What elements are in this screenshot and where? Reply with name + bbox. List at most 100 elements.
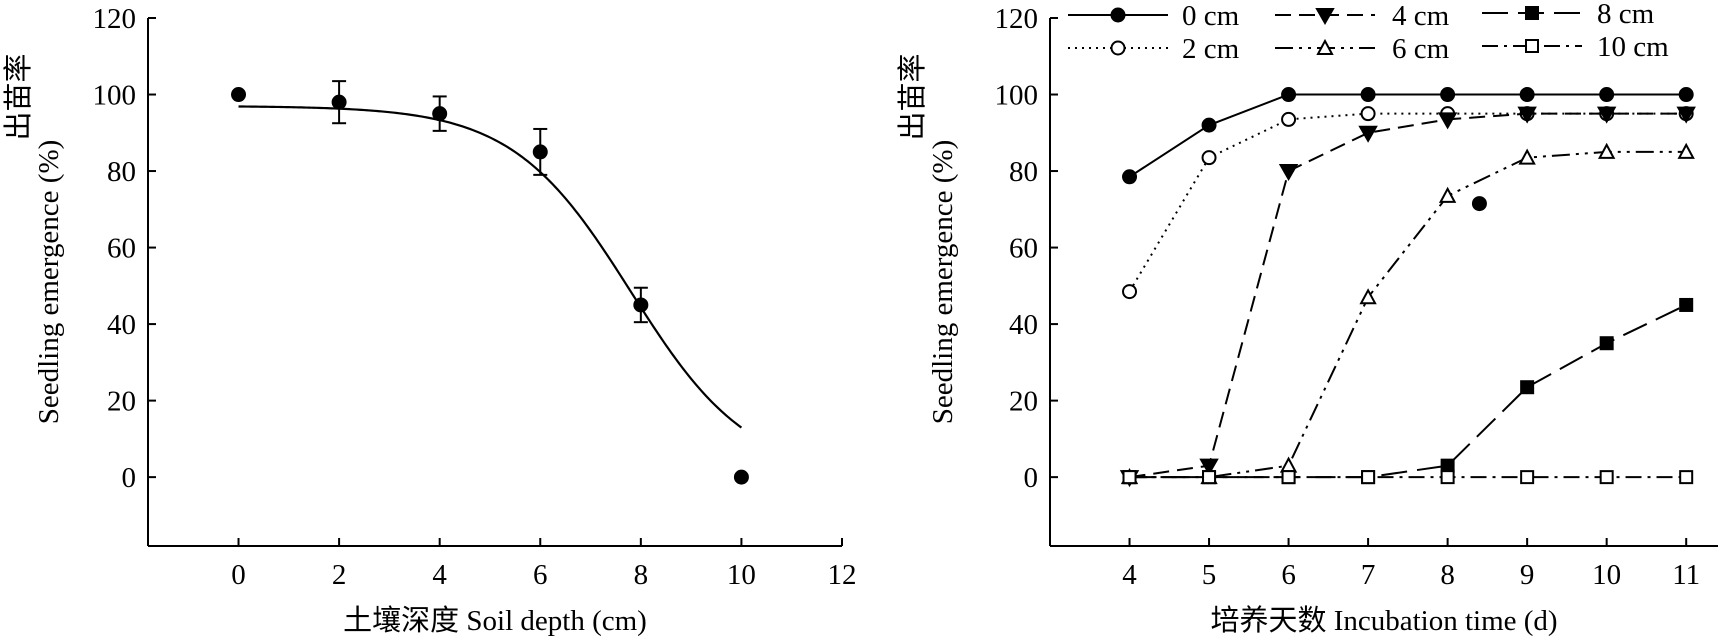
series-point	[1122, 470, 1137, 485]
legend-label: 4 cm	[1392, 0, 1450, 32]
data-point	[733, 469, 749, 485]
incubation-time-chart: 0 20 40 60 80 100 120 4 5 6 7 8 9 10 11 培养天数 Incubation…	[896, 0, 1718, 637]
y-tick-label: 0	[1024, 462, 1039, 494]
series-line-4cm	[1129, 112, 1687, 479]
x-tick-label: 4	[1122, 559, 1137, 591]
y-tick-label: 80	[1009, 156, 1038, 188]
series-point	[1201, 117, 1217, 133]
x-tick-label: 11	[1672, 559, 1700, 591]
data-point	[532, 144, 548, 160]
x-axis-title: 培养天数 Incubation time (d)	[1210, 604, 1557, 637]
series-point	[1676, 106, 1696, 124]
x-tick-label: 10	[1592, 559, 1621, 591]
x-tick-label: 10	[727, 559, 756, 591]
series-point	[1279, 456, 1298, 473]
y-tick-label: 20	[107, 386, 136, 418]
legend-marker	[1110, 7, 1126, 23]
x-tick-label: 5	[1202, 559, 1217, 591]
series-line-0cm	[1128, 93, 1687, 178]
x-tick-label: 12	[828, 559, 857, 591]
y-axis-title: Seedling emergence (%)	[927, 140, 959, 425]
data-point	[432, 106, 448, 122]
fit-curve	[238, 105, 743, 429]
y-axis-title: Seedling emergence (%)	[33, 140, 65, 425]
series-point	[1519, 87, 1535, 103]
y-tick-label: 60	[1009, 233, 1038, 265]
x-tick-label: 8	[1440, 559, 1455, 591]
y-tick-label: 80	[107, 156, 136, 188]
y-axis-title-cn: 出苗率	[896, 53, 929, 140]
series-point	[1517, 106, 1537, 124]
x-tick-label: 8	[634, 559, 649, 591]
legend-label: 2 cm	[1182, 33, 1240, 65]
series-point	[1596, 106, 1617, 124]
series-point	[1520, 470, 1535, 485]
series-point	[1359, 288, 1377, 305]
legend-label: 10 cm	[1597, 31, 1669, 63]
series-point	[1360, 106, 1376, 122]
y-tick-label: 120	[995, 3, 1039, 35]
series-point	[1437, 112, 1458, 130]
x-tick-label: 4	[432, 559, 447, 591]
legend-marker	[1525, 39, 1539, 53]
series-line-8cm	[1129, 304, 1687, 479]
series-point	[1278, 164, 1299, 182]
legend-marker	[1525, 6, 1539, 20]
x-tick-label: 6	[1281, 559, 1296, 591]
series-point	[1597, 142, 1616, 159]
series-point	[1678, 87, 1694, 103]
y-tick-label: 120	[93, 3, 137, 35]
data-point	[231, 87, 247, 103]
data-point	[331, 94, 347, 110]
series-point	[1202, 470, 1217, 485]
series-point	[1361, 470, 1376, 485]
x-tick-label: 0	[231, 559, 246, 591]
y-tick-label: 60	[107, 233, 136, 265]
x-axis-title: 土壤深度 Soil depth (cm)	[343, 604, 647, 637]
soil-depth-chart: 0 20 40 60 80 100 120 0 2 4 6 8 10 12 土壤深度 Soil depth …	[2, 3, 857, 637]
y-tick-label: 40	[1009, 309, 1038, 341]
legend-label: 6 cm	[1392, 33, 1450, 65]
series-point	[1199, 458, 1219, 476]
series-point	[1518, 148, 1536, 165]
legend-marker	[1110, 40, 1126, 56]
x-tick-label: 2	[332, 559, 347, 591]
y-tick-label: 100	[995, 80, 1039, 112]
series-point	[1281, 470, 1296, 485]
series-line-2cm	[1128, 112, 1687, 293]
legend-marker	[1315, 8, 1335, 26]
y-tick-label: 0	[122, 462, 137, 494]
legend-label: 0 cm	[1182, 0, 1240, 32]
series-point	[1599, 336, 1614, 351]
series-point	[1201, 150, 1217, 166]
series-point	[1122, 169, 1138, 185]
series-line-6cm	[1129, 150, 1687, 479]
series-point	[1358, 125, 1378, 143]
series-point	[1679, 297, 1694, 312]
x-tick-label: 7	[1361, 559, 1376, 591]
series-point	[1677, 142, 1695, 159]
series-point	[1281, 111, 1297, 127]
y-tick-label: 100	[93, 80, 137, 112]
series-point	[1438, 186, 1457, 203]
legend-marker	[1316, 38, 1334, 55]
series-point	[1281, 87, 1297, 103]
series-point	[1122, 284, 1138, 300]
series-point	[1599, 87, 1615, 103]
data-point	[633, 297, 649, 313]
x-tick-label: 6	[533, 559, 548, 591]
legend-label: 8 cm	[1597, 0, 1655, 30]
y-tick-label: 40	[107, 309, 136, 341]
stray-point	[1471, 196, 1487, 212]
series-point	[1599, 470, 1614, 485]
series-point	[1440, 458, 1455, 473]
series-point	[1360, 87, 1376, 103]
series-point	[1679, 470, 1694, 485]
y-axis-title-cn: 出苗率	[2, 53, 35, 140]
x-tick-label: 9	[1520, 559, 1535, 591]
series-point	[1520, 380, 1535, 395]
y-tick-label: 20	[1009, 386, 1038, 418]
series-point	[1440, 470, 1455, 485]
series-point	[1440, 87, 1456, 103]
